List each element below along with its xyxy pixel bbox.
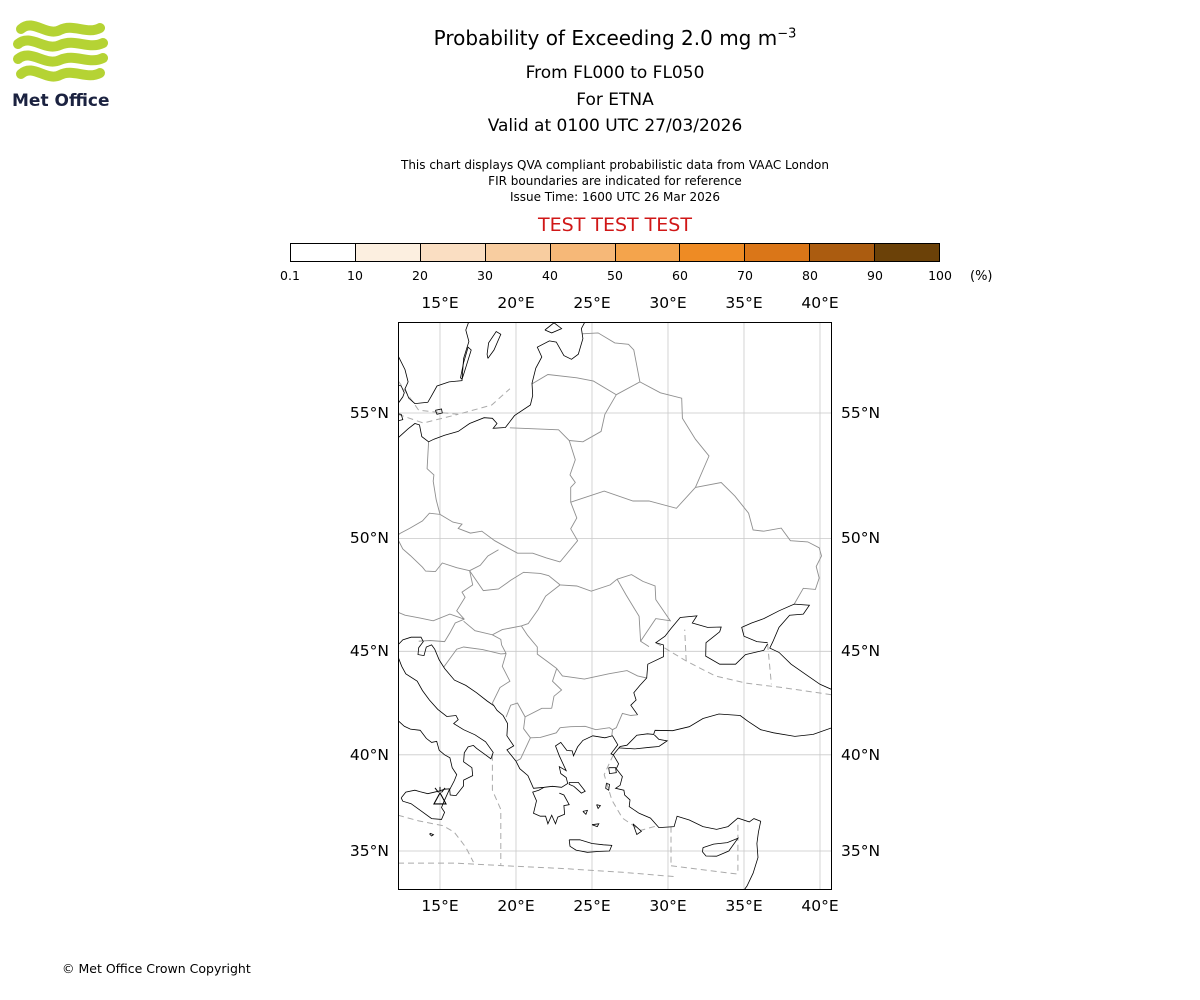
colorbar-segment xyxy=(810,244,876,261)
colorbar-tick-label: 70 xyxy=(737,268,753,283)
lon-label-top: 35°E xyxy=(725,294,763,312)
coastlines xyxy=(397,321,833,891)
page-title-text: Probability of Exceeding 2.0 mg m xyxy=(433,26,778,50)
page-title-exponent: −3 xyxy=(777,26,797,42)
note-qva: This chart displays QVA compliant probab… xyxy=(401,158,829,172)
map-canvas xyxy=(397,321,833,891)
colorbar-segment xyxy=(680,244,746,261)
fir-boundaries xyxy=(397,380,833,878)
colorbar-segment xyxy=(615,244,681,261)
volcano-eruption-icon xyxy=(433,786,447,805)
colorbar-tick-label: 0.1 xyxy=(280,268,300,283)
lat-label-right: 35°N xyxy=(841,841,881,860)
map-frame xyxy=(398,322,832,890)
lon-label-top: 30°E xyxy=(649,294,687,312)
lon-label-bottom: 25°E xyxy=(573,897,611,915)
colorbar-tick-label: 100 xyxy=(928,268,952,283)
lon-label-top: 15°E xyxy=(421,294,459,312)
country-borders xyxy=(397,332,822,762)
colorbar-tick-label: 10 xyxy=(347,268,363,283)
colorbar-tick-label: 20 xyxy=(412,268,428,283)
colorbar-tick-label: 80 xyxy=(802,268,818,283)
map xyxy=(397,321,833,891)
lat-label-right: 45°N xyxy=(841,642,881,661)
lon-label-top: 40°E xyxy=(801,294,839,312)
subtitle-valid-time: Valid at 0100 UTC 27/03/2026 xyxy=(487,116,743,136)
lon-label-bottom: 20°E xyxy=(497,897,535,915)
lat-label-right: 55°N xyxy=(841,403,881,422)
lat-label-left: 50°N xyxy=(349,529,389,548)
subtitle-volcano: For ETNA xyxy=(576,90,654,110)
met-office-logo: Met Office xyxy=(12,20,116,111)
met-office-logo-waves-icon xyxy=(13,20,108,82)
subtitle-flight-levels: From FL000 to FL050 xyxy=(525,63,705,83)
colorbar-segment xyxy=(745,244,811,261)
lat-label-left: 40°N xyxy=(349,745,389,764)
colorbar-tick-label: 90 xyxy=(867,268,883,283)
met-office-logo-text: Met Office xyxy=(12,91,110,111)
note-issue-time: Issue Time: 1600 UTC 26 Mar 2026 xyxy=(509,190,721,204)
lat-label-left: 55°N xyxy=(349,403,389,422)
test-banner: TEST TEST TEST xyxy=(538,214,692,236)
page-title: Probability of Exceeding 2.0 mg m−3 xyxy=(30,26,1200,50)
note-fir: FIR boundaries are indicated for referen… xyxy=(488,174,742,188)
colorbar xyxy=(290,243,940,262)
colorbar-tick-label: 50 xyxy=(607,268,623,283)
lon-label-bottom: 15°E xyxy=(421,897,459,915)
lon-label-top: 25°E xyxy=(573,294,611,312)
colorbar-tick-label: 60 xyxy=(672,268,688,283)
lon-label-bottom: 30°E xyxy=(649,897,687,915)
colorbar-tick-label: 30 xyxy=(477,268,493,283)
colorbar-segment xyxy=(550,244,616,261)
colorbar-segment xyxy=(485,244,551,261)
colorbar-unit-label: (%) xyxy=(970,269,993,284)
lat-label-left: 45°N xyxy=(349,642,389,661)
lon-label-top: 20°E xyxy=(497,294,535,312)
lon-label-bottom: 40°E xyxy=(801,897,839,915)
lat-label-right: 50°N xyxy=(841,529,881,548)
colorbar-segment xyxy=(875,244,940,261)
colorbar-segment xyxy=(291,244,356,261)
copyright-text: © Met Office Crown Copyright xyxy=(62,961,251,976)
colorbar-tick-label: 40 xyxy=(542,268,558,283)
lon-label-bottom: 35°E xyxy=(725,897,763,915)
lat-label-left: 35°N xyxy=(349,841,389,860)
colorbar-segment xyxy=(420,244,486,261)
map-gridlines xyxy=(398,322,832,890)
lat-label-right: 40°N xyxy=(841,745,881,764)
colorbar-segment xyxy=(355,244,421,261)
